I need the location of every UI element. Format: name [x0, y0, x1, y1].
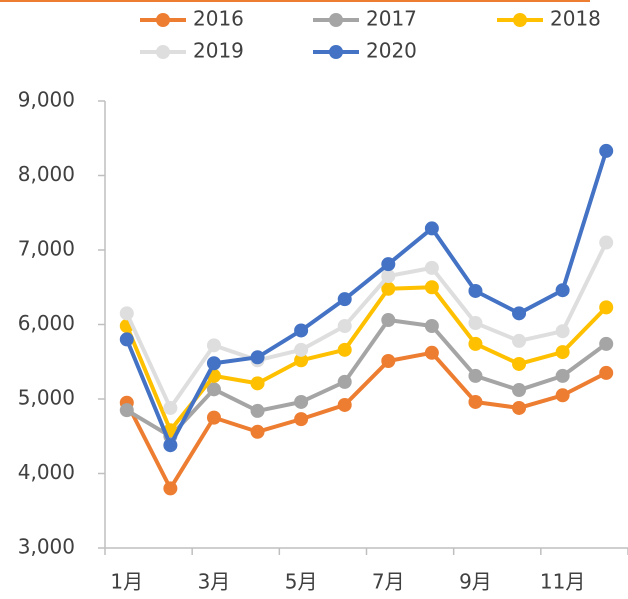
point [468, 368, 483, 383]
point [250, 403, 265, 418]
point [163, 438, 178, 453]
legend-marker [329, 13, 343, 27]
x-tick-label: 1月 [110, 570, 143, 594]
point [250, 424, 265, 439]
legend-marker [329, 45, 343, 59]
point [381, 313, 396, 328]
series-line [124, 285, 608, 433]
x-tick-label: 9月 [459, 570, 492, 594]
legend-label: 2020 [366, 39, 417, 63]
point [424, 221, 439, 236]
series-line [124, 241, 609, 410]
point [337, 342, 352, 357]
y-tick-label: 7,000 [18, 237, 75, 261]
point [337, 397, 352, 412]
point [468, 283, 483, 298]
series-line [125, 350, 608, 491]
point [381, 269, 396, 284]
point [424, 345, 439, 360]
point [599, 336, 614, 351]
point [512, 333, 527, 348]
y-tick-label: 5,000 [18, 386, 75, 410]
legend-label: 2019 [193, 39, 244, 63]
legend-marker [513, 13, 527, 27]
point [599, 143, 614, 158]
point [206, 382, 221, 397]
point [294, 323, 309, 338]
point [512, 306, 527, 321]
point [206, 356, 221, 371]
x-tick-label: 11月 [540, 570, 585, 594]
y-tick-label: 9,000 [18, 88, 75, 112]
point [424, 318, 439, 333]
point [163, 481, 178, 496]
x-tick-label: 3月 [198, 570, 231, 594]
point [294, 412, 309, 427]
x-tick-label: 5月 [285, 570, 318, 594]
legend-marker [156, 13, 170, 27]
point [424, 260, 439, 275]
point [599, 300, 614, 315]
x-tick-label: 7月 [372, 570, 405, 594]
point [555, 345, 570, 360]
point [206, 338, 221, 353]
point [381, 354, 396, 369]
point [294, 394, 309, 409]
series-line [125, 318, 608, 439]
point [599, 365, 614, 380]
point [555, 324, 570, 339]
legend-marker [156, 45, 170, 59]
point [337, 318, 352, 333]
point [294, 342, 309, 357]
point [424, 280, 439, 295]
point [381, 281, 396, 296]
legend-label: 2018 [550, 7, 601, 31]
series-line [124, 150, 609, 448]
point [468, 316, 483, 331]
legend-label: 2016 [193, 7, 244, 31]
point [163, 400, 178, 415]
y-tick-label: 6,000 [18, 311, 75, 335]
point [337, 374, 352, 389]
point [119, 332, 134, 347]
point [250, 350, 265, 365]
point [555, 388, 570, 403]
point [206, 410, 221, 425]
point [468, 394, 483, 409]
point [337, 292, 352, 307]
y-tick-label: 8,000 [18, 162, 75, 186]
point [294, 353, 309, 368]
y-tick-label: 3,000 [18, 535, 75, 559]
point [512, 400, 527, 415]
legend-label: 2017 [366, 7, 417, 31]
point [512, 383, 527, 398]
point [468, 336, 483, 351]
point [381, 257, 396, 272]
point [119, 403, 134, 418]
point [555, 368, 570, 383]
point [119, 306, 134, 321]
point [599, 235, 614, 250]
point [555, 283, 570, 298]
point [250, 376, 265, 391]
point [512, 356, 527, 371]
y-tick-label: 4,000 [18, 460, 75, 484]
